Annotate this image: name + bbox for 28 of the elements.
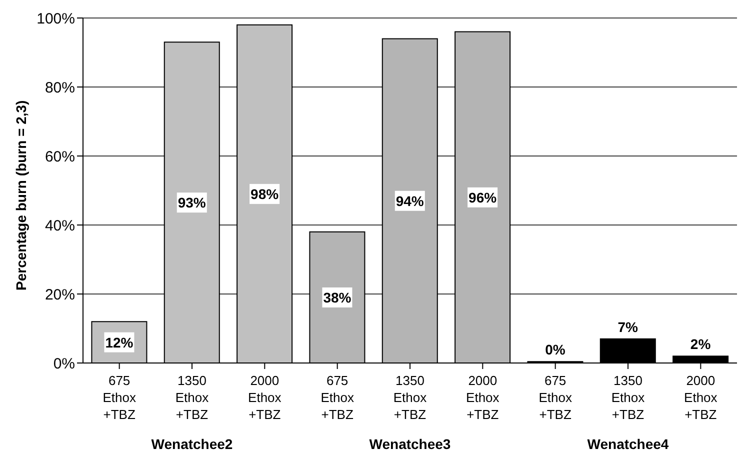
data-label: 38% [323, 289, 352, 306]
text: Wenatchee3 [369, 436, 451, 452]
data-label: 98% [250, 186, 280, 202]
x-tick-label: 2000 Ethox +TBZ [466, 373, 500, 422]
data-label: 94% [396, 192, 424, 209]
x-tick-label: 675 Ethox +TBZ [320, 373, 354, 422]
data-label: 93% [178, 194, 206, 211]
y-tick-label: 40% [44, 217, 75, 234]
x-tick-label: 1350 Ethox +TBZ [611, 373, 646, 422]
data-label: 0% [545, 342, 566, 358]
x-tick-label: 675 Ethox +TBZ [538, 373, 572, 422]
x-tick-label: 1350 Ethox +TBZ [175, 373, 210, 422]
data-label: 12% [105, 334, 134, 350]
x-tick-label: 1350 Ethox +TBZ [393, 373, 428, 422]
data-label: 7% [618, 318, 639, 335]
y-axis-title: Percentage burn (burn = 2,3) [12, 100, 29, 290]
y-tick-label: 20% [44, 286, 75, 304]
x-tick-label: 675 Ethox +TBZ [102, 373, 136, 422]
y-tick-label: 0% [53, 355, 75, 372]
y-tick-label: 80% [44, 79, 75, 96]
text: Wenatchee4 [587, 436, 669, 452]
y-tick-label: 100% [36, 10, 75, 28]
text: Wenatchee2 [151, 436, 233, 452]
y-tick-label: 60% [44, 148, 75, 166]
data-label: 96% [468, 189, 498, 206]
data-label: 2% [690, 336, 712, 352]
x-tick-label: 2000 Ethox +TBZ [684, 373, 718, 422]
x-tick-label: 2000 Ethox +TBZ [248, 373, 282, 422]
